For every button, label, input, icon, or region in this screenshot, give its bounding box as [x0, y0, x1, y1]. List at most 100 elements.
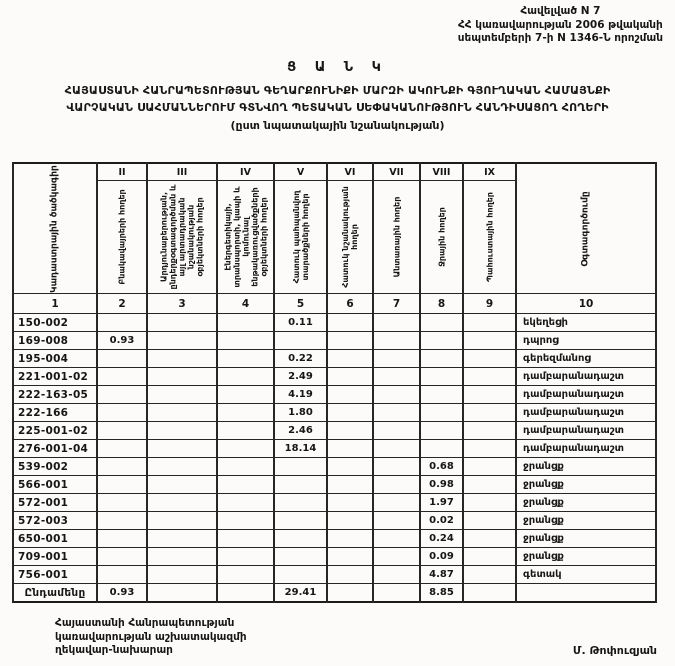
cell-cadastral-code: 276-001-04	[12, 439, 98, 458]
roman-numeral-row: Կադաստրային ծածկագիր II III IV V VI VII …	[12, 162, 657, 294]
cell-col4	[216, 529, 275, 548]
footer-line-2: կառավարության աշխատակազմի	[55, 630, 247, 643]
cell-col3	[146, 313, 218, 332]
cell-col9	[462, 367, 517, 386]
cell-col6	[326, 511, 374, 530]
cell-col5	[273, 511, 328, 530]
colnum-9: 9	[462, 293, 517, 314]
cell-col4	[216, 547, 275, 566]
cell-col8: 0.09	[419, 547, 464, 566]
col-header-cadastral-code: Կադաստրային ծածկագիր	[12, 162, 98, 294]
cell-col3	[146, 583, 218, 603]
table-row: 276-001-04 18.14 դամբարանադաշտ	[12, 439, 657, 458]
cell-col3	[146, 457, 218, 476]
col-header-special-purpose-lands: Հատուկ նշանակության հողեր	[326, 180, 374, 294]
cell-col2	[96, 349, 148, 368]
cell-col6	[326, 403, 374, 422]
cell-col7	[372, 529, 421, 548]
cell-col9	[462, 349, 517, 368]
cell-col5: 29.41	[273, 583, 328, 603]
cell-col2	[96, 421, 148, 440]
table-body: 150-002 0.11 եկեղեցի 169-008 0.93 դպրոց 195-00…	[12, 313, 657, 603]
label-protected-lands: Հատուկ պահպանվող տարածքների հողեր	[291, 190, 310, 284]
cell-col5	[273, 565, 328, 584]
colnum-8: 8	[419, 293, 464, 314]
cell-col5	[273, 529, 328, 548]
cell-col7	[372, 421, 421, 440]
cell-col3	[146, 547, 218, 566]
cell-usage-note: ջրանցք	[515, 547, 657, 566]
cell-col3	[146, 385, 218, 404]
cell-col4	[216, 493, 275, 512]
cell-col5: 2.46	[273, 421, 328, 440]
cell-col5	[273, 547, 328, 566]
col-header-settlement-lands: Բնակավայրերի հողեր	[96, 180, 148, 294]
footer-signatory-title: Հայաստանի Հանրապետության կառավարության ա…	[55, 617, 247, 658]
cell-col6	[326, 313, 374, 332]
cell-col9	[462, 529, 517, 548]
cell-col2: 0.93	[96, 331, 148, 350]
cell-col9	[462, 475, 517, 494]
cell-cadastral-code: 756-001	[12, 565, 98, 584]
cell-cadastral-code: 709-001	[12, 547, 98, 566]
total-row: Ընդամենը 0.93 29.41 8.85	[12, 583, 657, 603]
cell-cadastral-code: 566-001	[12, 475, 98, 494]
roman-col4: IV	[216, 162, 275, 181]
cell-col3	[146, 367, 218, 386]
table-row: 572-003 0.02 ջրանցք	[12, 511, 657, 530]
cell-cadastral-code: 225-001-02	[12, 421, 98, 440]
cell-usage-note	[515, 583, 657, 603]
cell-usage-note: ջրանցք	[515, 493, 657, 512]
roman-col3: III	[146, 162, 218, 181]
cell-col3	[146, 493, 218, 512]
cell-col5: 2.49	[273, 367, 328, 386]
table-row: 195-004 0.22 գերեզմանոց	[12, 349, 657, 368]
cell-usage-note: ջրանցք	[515, 529, 657, 548]
label-industrial-lands: Արդյունաբերության, ընդերքօգտագործման և ա…	[159, 184, 205, 290]
cell-col7	[372, 475, 421, 494]
cell-col4	[216, 457, 275, 476]
roman-col5: V	[273, 162, 328, 181]
cell-usage-note: դամբարանադաշտ	[515, 439, 657, 458]
colnum-2: 2	[96, 293, 148, 314]
cell-col8	[419, 313, 464, 332]
cell-col7	[372, 583, 421, 603]
cell-col4	[216, 475, 275, 494]
cell-usage-note: դամբարանադաշտ	[515, 367, 657, 386]
cell-col6	[326, 367, 374, 386]
cell-col5: 0.22	[273, 349, 328, 368]
cell-col6	[326, 547, 374, 566]
cell-col7	[372, 349, 421, 368]
cell-col3	[146, 511, 218, 530]
doc-heading: ՀԱՅԱՍՏԱՆԻ ՀԱՆՐԱՊԵՏՈՒԹՅԱՆ ԳԵՂԱՐՔՈՒՆԻՔԻ ՄԱ…	[0, 82, 675, 135]
cell-col2	[96, 547, 148, 566]
cell-col7	[372, 367, 421, 386]
cell-col8: 0.02	[419, 511, 464, 530]
label-special-purpose-lands: Հատուկ նշանակության հողեր	[341, 186, 359, 288]
col-header-reserve-lands: Պահուստային հողեր	[462, 180, 517, 294]
table-row: 150-002 0.11 եկեղեցի	[12, 313, 657, 332]
cell-usage-note: դպրոց	[515, 331, 657, 350]
footer-line-3: ղեկավար-նախարար	[55, 644, 173, 656]
cell-col2	[96, 439, 148, 458]
cell-col8: 1.97	[419, 493, 464, 512]
table-row: 221-001-02 2.49 դամբարանադաշտ	[12, 367, 657, 386]
label-water-lands: Ջրային հողեր	[437, 207, 446, 267]
cell-col9	[462, 313, 517, 332]
cell-col3	[146, 475, 218, 494]
cell-col7	[372, 331, 421, 350]
appendix-line-2: ՀՀ կառավարության 2006 թվականի	[457, 18, 663, 31]
cell-col9	[462, 457, 517, 476]
cell-col9	[462, 565, 517, 584]
cell-col6	[326, 457, 374, 476]
appendix-line-1: Հավելված N 7	[520, 5, 601, 17]
col-header-cadastral-code-label: Կադաստրային ծածկագիր	[49, 164, 60, 293]
cell-col9	[462, 385, 517, 404]
cell-usage-note: եկեղեցի	[515, 313, 657, 332]
cell-col6	[326, 529, 374, 548]
label-forest-lands: Անտառային հողեր	[392, 196, 401, 278]
cell-col5	[273, 457, 328, 476]
cell-col3	[146, 403, 218, 422]
colnum-3: 3	[146, 293, 218, 314]
